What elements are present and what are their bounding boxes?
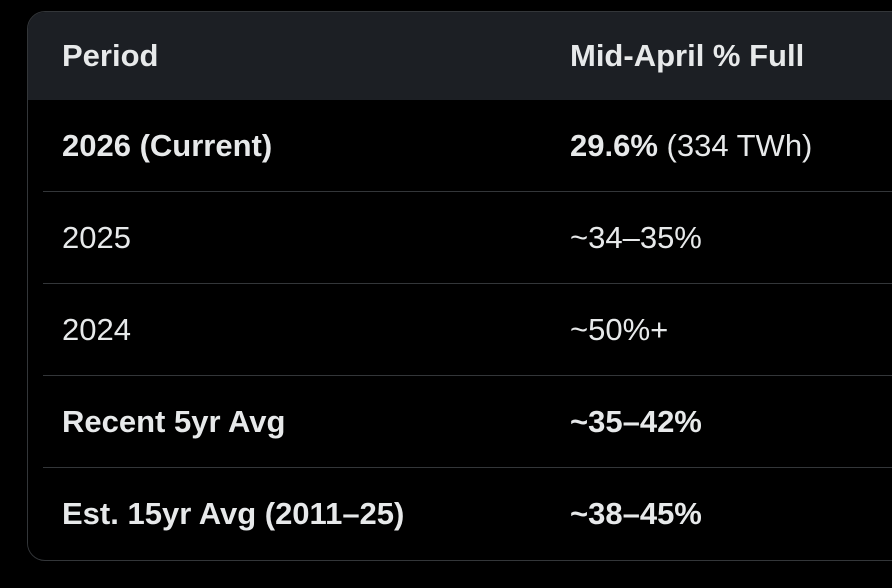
row-divider bbox=[43, 375, 892, 376]
table-row: Est. 15yr Avg (2011–25) ~38–45% bbox=[28, 468, 892, 559]
table-row: 2024 ~50%+ bbox=[28, 284, 892, 375]
value-text: ~35–42% bbox=[570, 403, 702, 439]
row-divider bbox=[43, 467, 892, 468]
value-cell: ~38–45% bbox=[570, 495, 892, 532]
value-cell: ~35–42% bbox=[570, 403, 892, 440]
value-text: ~38–45% bbox=[570, 495, 702, 531]
value-text: 29.6% bbox=[570, 127, 658, 163]
value-cell: ~50%+ bbox=[570, 311, 892, 348]
period-cell: 2025 bbox=[62, 219, 131, 255]
row-divider bbox=[43, 283, 892, 284]
table-header-row: Period Mid-April % Full bbox=[28, 12, 892, 100]
table-row: 2026 (Current) 29.6% (334 TWh) bbox=[28, 100, 892, 191]
period-cell: Recent 5yr Avg bbox=[62, 403, 286, 439]
column-header-mid-april-percent-full: Mid-April % Full bbox=[570, 38, 805, 74]
row-divider bbox=[43, 191, 892, 192]
value-cell: ~34–35% bbox=[570, 219, 892, 256]
reservoir-data-table: Period Mid-April % Full 2026 (Current) 29… bbox=[27, 11, 892, 561]
value-text: ~34–35% bbox=[570, 219, 702, 255]
value-cell: 29.6% (334 TWh) bbox=[570, 127, 892, 164]
period-cell: Est. 15yr Avg (2011–25) bbox=[62, 495, 405, 531]
value-note: (334 TWh) bbox=[657, 127, 813, 163]
table-body: 2026 (Current) 29.6% (334 TWh) 2025 ~34–35%… bbox=[28, 100, 892, 559]
value-text: ~50%+ bbox=[570, 311, 669, 347]
period-cell: 2024 bbox=[62, 311, 131, 347]
period-cell: 2026 (Current) bbox=[62, 127, 273, 163]
table-row: Recent 5yr Avg ~35–42% bbox=[28, 376, 892, 467]
table-row: 2025 ~34–35% bbox=[28, 192, 892, 283]
column-header-period: Period bbox=[62, 38, 159, 74]
